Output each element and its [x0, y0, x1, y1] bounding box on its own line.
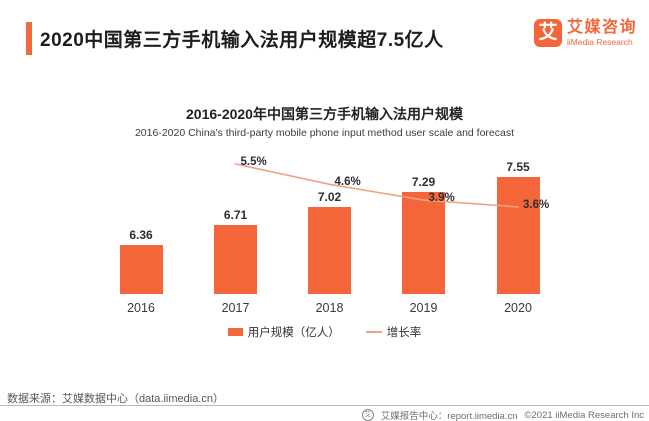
x-axis-label-2019: 2019 [409, 301, 438, 315]
x-axis-label-2018: 2018 [315, 301, 344, 315]
bar-value-label-2016: 6.36 [129, 228, 153, 242]
bar-value-label-2019: 7.29 [411, 175, 436, 189]
iimedia-logo: 艾 艾媒咨询 iiMedia Research [534, 19, 637, 47]
bar-value-label-2018: 7.02 [317, 190, 342, 204]
legend-item-users: 用户规模（亿人） [227, 324, 340, 340]
brand-name-cn: 艾媒咨询 [567, 19, 638, 36]
growth-label-2020: 3.6% [523, 198, 550, 211]
bar-2017 [214, 225, 257, 294]
bar-2018 [308, 207, 351, 294]
bar-2016 [119, 245, 163, 294]
page-title: 2020中国第三方手机输入法用户规模超7.5亿人 [40, 30, 444, 51]
growth-label-2019: 3.9% [428, 192, 455, 205]
title-accent-bar [26, 22, 32, 55]
x-axis-label-2016: 2016 [127, 301, 155, 315]
chart-title: 2016-2020年中国第三方手机输入法用户规模 [186, 106, 463, 122]
brand-name-en: iiMedia Research [567, 37, 633, 47]
legend-bar-swatch [227, 328, 243, 336]
legend-line-label: 增长率 [386, 327, 422, 339]
bar-2019 [402, 192, 445, 294]
copyright-text: ©2021 iiMedia Research Inc [524, 409, 644, 421]
growth-label-2018: 4.6% [334, 176, 361, 189]
chart-subtitle: 2016-2020 China's third-party mobile pho… [134, 127, 515, 139]
iimedia-logo-text: 艾媒咨询 iiMedia Research [567, 19, 637, 47]
legend-line-swatch [365, 331, 382, 333]
chart-legend: 用户规模（亿人） 增长率 [0, 324, 649, 340]
bar-2020 [496, 177, 540, 294]
bar-value-label-2020: 7.55 [506, 160, 530, 174]
legend-item-growth: 增长率 [365, 324, 422, 340]
bar-value-label-2017: 6.71 [223, 208, 248, 222]
x-axis-label-2020: 2020 [504, 301, 532, 315]
x-axis-label-2017: 2017 [221, 301, 250, 315]
data-source: 数据来源：艾媒数据中心（data.iimedia.cn） [7, 393, 224, 405]
legend-bar-label: 用户规模（亿人） [247, 327, 340, 339]
report-center-link: 艾媒报告中心：report.iimedia.cn [380, 411, 518, 421]
iimedia-logo-icon: 艾 [534, 19, 562, 47]
growth-label-2017: 5.5% [240, 155, 267, 168]
footer-divider [0, 405, 649, 406]
